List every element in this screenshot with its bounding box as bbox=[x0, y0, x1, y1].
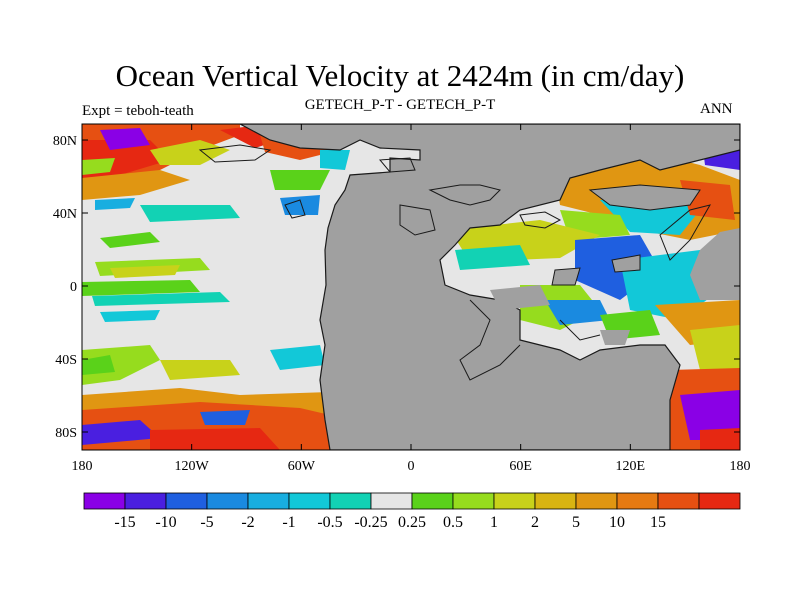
colorbar-label: -2 bbox=[241, 514, 254, 531]
land-masses bbox=[239, 124, 740, 450]
colorbar-swatch bbox=[493, 492, 536, 510]
colorbar-label: -5 bbox=[200, 514, 213, 531]
colorbar-swatch bbox=[288, 492, 331, 510]
colorbar-swatch bbox=[206, 492, 249, 510]
lon-label: 0 bbox=[408, 459, 415, 474]
lon-label: 180 bbox=[72, 459, 93, 474]
colorbar-swatch bbox=[124, 492, 167, 510]
longitude-axis: 180 120W 60W 0 60E 120E 180 bbox=[72, 124, 751, 474]
colorbar: -15 -10 -5 -2 -1 -0.5 -0.25 0.25 0.5 1 2 5 10 15 bbox=[83, 492, 741, 531]
lon-label: 60W bbox=[288, 459, 316, 474]
lat-label: 40S bbox=[55, 353, 77, 368]
pacific-anomalies bbox=[82, 124, 350, 450]
lon-label: 120W bbox=[175, 459, 210, 474]
colorbar-label: 0.5 bbox=[443, 514, 463, 531]
colorbar-swatch bbox=[452, 492, 495, 510]
colorbar-label: 1 bbox=[490, 514, 498, 531]
colorbar-label: 15 bbox=[650, 514, 666, 531]
colorbar-label: 10 bbox=[609, 514, 625, 531]
colorbar-label: -15 bbox=[114, 514, 135, 531]
colorbar-swatch bbox=[698, 492, 741, 510]
colorbar-label: 2 bbox=[531, 514, 539, 531]
colorbar-label: -10 bbox=[155, 514, 176, 531]
lon-label: 180 bbox=[730, 459, 751, 474]
latitude-axis: 80N 40N 0 40S 80S bbox=[53, 134, 740, 441]
colorbar-swatch bbox=[83, 492, 126, 510]
map-field bbox=[82, 124, 740, 450]
colorbar-swatch bbox=[657, 492, 700, 510]
map-title: Ocean Vertical Velocity at 2424m (in cm/… bbox=[115, 58, 685, 93]
comparison-label: GETECH_P-T - GETECH_P-T bbox=[304, 97, 496, 113]
season-label: ANN bbox=[700, 101, 733, 117]
colorbar-swatch bbox=[616, 492, 659, 510]
lat-label: 80N bbox=[53, 134, 77, 149]
lon-label: 60E bbox=[509, 459, 532, 474]
colorbar-label: -0.25 bbox=[354, 514, 387, 531]
colorbar-swatch bbox=[411, 492, 454, 510]
colorbar-label: 0.25 bbox=[398, 514, 426, 531]
lat-label: 80S bbox=[55, 426, 77, 441]
experiment-label: Expt = teboh-teath bbox=[82, 103, 194, 119]
lat-label: 0 bbox=[70, 280, 77, 295]
colorbar-swatch bbox=[329, 492, 372, 510]
colorbar-swatch bbox=[575, 492, 618, 510]
lon-label: 120E bbox=[616, 459, 646, 474]
colorbar-swatch bbox=[534, 492, 577, 510]
colorbar-label: 5 bbox=[572, 514, 580, 531]
colorbar-label: -1 bbox=[282, 514, 295, 531]
coastlines bbox=[198, 144, 712, 381]
colorbar-swatch bbox=[165, 492, 208, 510]
lat-label: 40N bbox=[53, 207, 77, 222]
colorbar-swatch bbox=[247, 492, 290, 510]
colorbar-swatch bbox=[370, 492, 413, 510]
colorbar-label: -0.5 bbox=[317, 514, 342, 531]
